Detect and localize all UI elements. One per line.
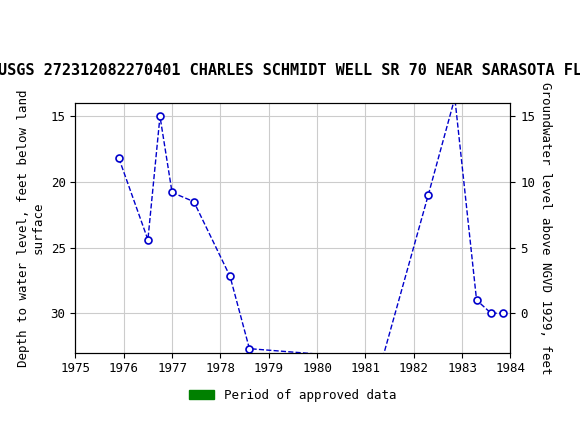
Text: USGS 272312082270401 CHARLES SCHMIDT WELL SR 70 NEAR SARASOTA FL: USGS 272312082270401 CHARLES SCHMIDT WEL…: [0, 64, 580, 78]
Text: ╳USGS: ╳USGS: [12, 15, 70, 37]
Bar: [117, 356, 252, 362]
Y-axis label: Depth to water level, feet below land
surface: Depth to water level, feet below land su…: [17, 89, 45, 367]
Y-axis label: Groundwater level above NGVD 1929, feet: Groundwater level above NGVD 1929, feet: [539, 82, 552, 374]
Bar: [380, 356, 510, 362]
Legend: Period of approved data: Period of approved data: [184, 384, 401, 407]
